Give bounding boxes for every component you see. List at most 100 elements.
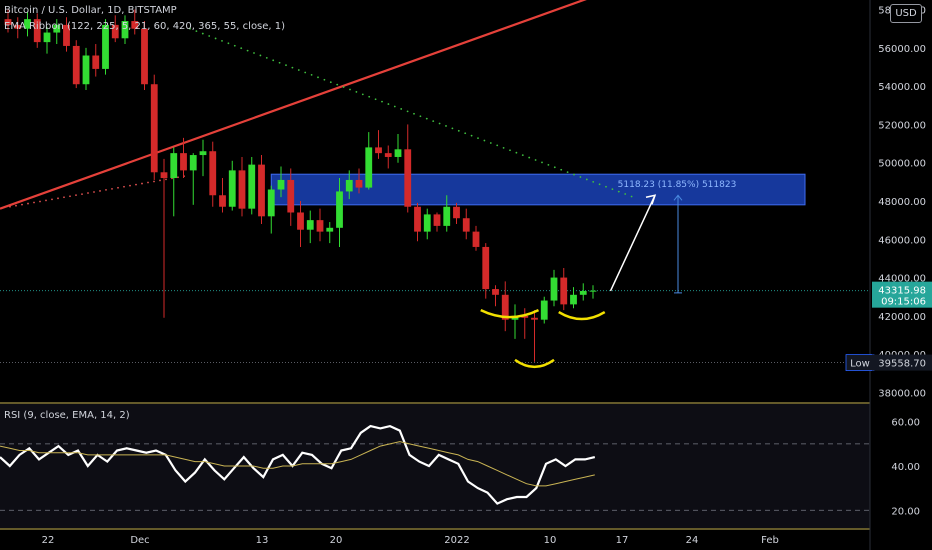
ema-dot [611, 188, 614, 191]
candle-body [43, 32, 51, 43]
candle-body [150, 84, 158, 173]
candle-body [199, 151, 207, 156]
candle-body [482, 246, 490, 290]
candle-body [404, 149, 412, 207]
ema-dot [413, 112, 415, 115]
candle-body [414, 206, 421, 232]
ema-dot [304, 71, 307, 74]
candle-body [209, 151, 217, 196]
rsi-tick-label: 40.00 [891, 462, 920, 473]
ema-dot [419, 115, 422, 118]
candle-body [443, 206, 451, 226]
candle-body [384, 153, 392, 157]
candle-body [462, 218, 470, 232]
ema-dot [374, 98, 377, 101]
candle-body [228, 170, 236, 207]
ema-dot [87, 192, 89, 194]
ema-dot [592, 180, 595, 183]
ema-dot [445, 125, 447, 127]
candle-body [24, 19, 31, 29]
ema-dot [573, 173, 575, 176]
candle-body [14, 24, 22, 29]
ema-dot [624, 193, 627, 195]
ema-dot [253, 52, 255, 54]
current-price-label: 43315.98 [878, 286, 926, 297]
ema-dot [470, 134, 473, 137]
price-tick-label: 38000.00 [878, 388, 926, 399]
ema-dot [105, 188, 107, 191]
candle-body [375, 147, 382, 154]
candle-body [180, 153, 187, 171]
candle-body [531, 317, 538, 320]
bottom-arc [558, 310, 606, 321]
candle-body [326, 227, 334, 232]
candle-body [141, 28, 148, 85]
countdown-label: 09:15:06 [881, 297, 926, 308]
ema-dot [509, 149, 511, 152]
candle-body [560, 277, 568, 305]
ema-dot [342, 86, 345, 88]
ema-dot [291, 66, 294, 69]
ema-dot [547, 163, 550, 166]
candle-body [160, 172, 168, 179]
ema-dot [278, 61, 281, 64]
candle-body [306, 220, 314, 230]
ema-dot [214, 37, 217, 40]
candle-body [316, 220, 324, 232]
ema-dot [464, 132, 467, 135]
ema-dot [195, 30, 198, 33]
ema-dot [201, 32, 204, 35]
ema-dot [451, 127, 454, 130]
ema-dot [189, 27, 191, 30]
ema-dot [393, 105, 396, 108]
x-axis-label: 24 [686, 535, 699, 546]
ema-dot [349, 88, 351, 91]
ema-dot [310, 74, 313, 76]
candle-body [63, 24, 70, 46]
measure-annotation: 5118.23 (11.85%) 511823 [618, 180, 737, 190]
candle-body [492, 289, 499, 295]
bottom-arc [514, 358, 555, 369]
measure-arrowhead [673, 194, 683, 201]
ema-dot [579, 176, 582, 178]
price-tick-label: 48000.00 [878, 197, 926, 208]
ema-dot [272, 59, 275, 62]
ema-ribbon-legend: EMA Ribbon (122, 225, 5, 21, 60, 420, 36… [4, 21, 286, 32]
ema-dot [381, 100, 383, 103]
x-axis-label: 2022 [444, 535, 469, 546]
ema-dot [355, 91, 358, 93]
ema-dot [566, 171, 569, 174]
currency-button[interactable]: USD [890, 4, 922, 23]
rsi-background [0, 404, 870, 528]
ema-dot [361, 93, 364, 96]
ema-dot [541, 161, 543, 164]
ema-dot [129, 184, 131, 187]
candle-body [82, 55, 90, 85]
candle-body [287, 179, 295, 213]
ema-dot [57, 197, 59, 200]
low-value-label: 39558.70 [878, 359, 926, 370]
x-axis-label: 22 [42, 535, 55, 546]
candle-body [501, 294, 509, 320]
ema-dot [208, 35, 211, 37]
candle-body [589, 290, 597, 292]
ema-dot [489, 142, 492, 144]
candle-body [248, 164, 256, 209]
price-tick-label: 46000.00 [878, 235, 926, 246]
candle-body [4, 19, 12, 25]
ascending-trendline [0, 0, 587, 210]
price-tick-label: 52000.00 [878, 120, 926, 131]
rsi-ma-line [0, 441, 595, 487]
ema-dot [33, 201, 35, 204]
candle-body [102, 24, 109, 69]
ema-dot [336, 83, 339, 86]
ema-dot [560, 168, 563, 171]
ema-dot [39, 200, 41, 203]
ema-dot [246, 49, 249, 52]
ema-dot [153, 180, 155, 183]
candle-body [433, 214, 441, 226]
ema-dot [585, 178, 588, 181]
ema-dot [147, 181, 149, 184]
x-axis-label: Dec [130, 535, 149, 546]
